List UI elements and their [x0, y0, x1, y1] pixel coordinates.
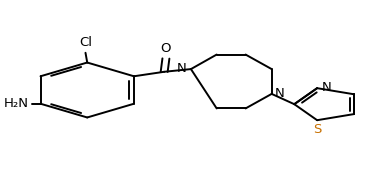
Text: H₂N: H₂N	[3, 97, 28, 110]
Text: N: N	[321, 81, 331, 94]
Text: S: S	[313, 123, 321, 136]
Text: N: N	[275, 87, 285, 100]
Text: N: N	[177, 62, 187, 75]
Text: O: O	[161, 42, 171, 55]
Text: Cl: Cl	[79, 36, 92, 49]
